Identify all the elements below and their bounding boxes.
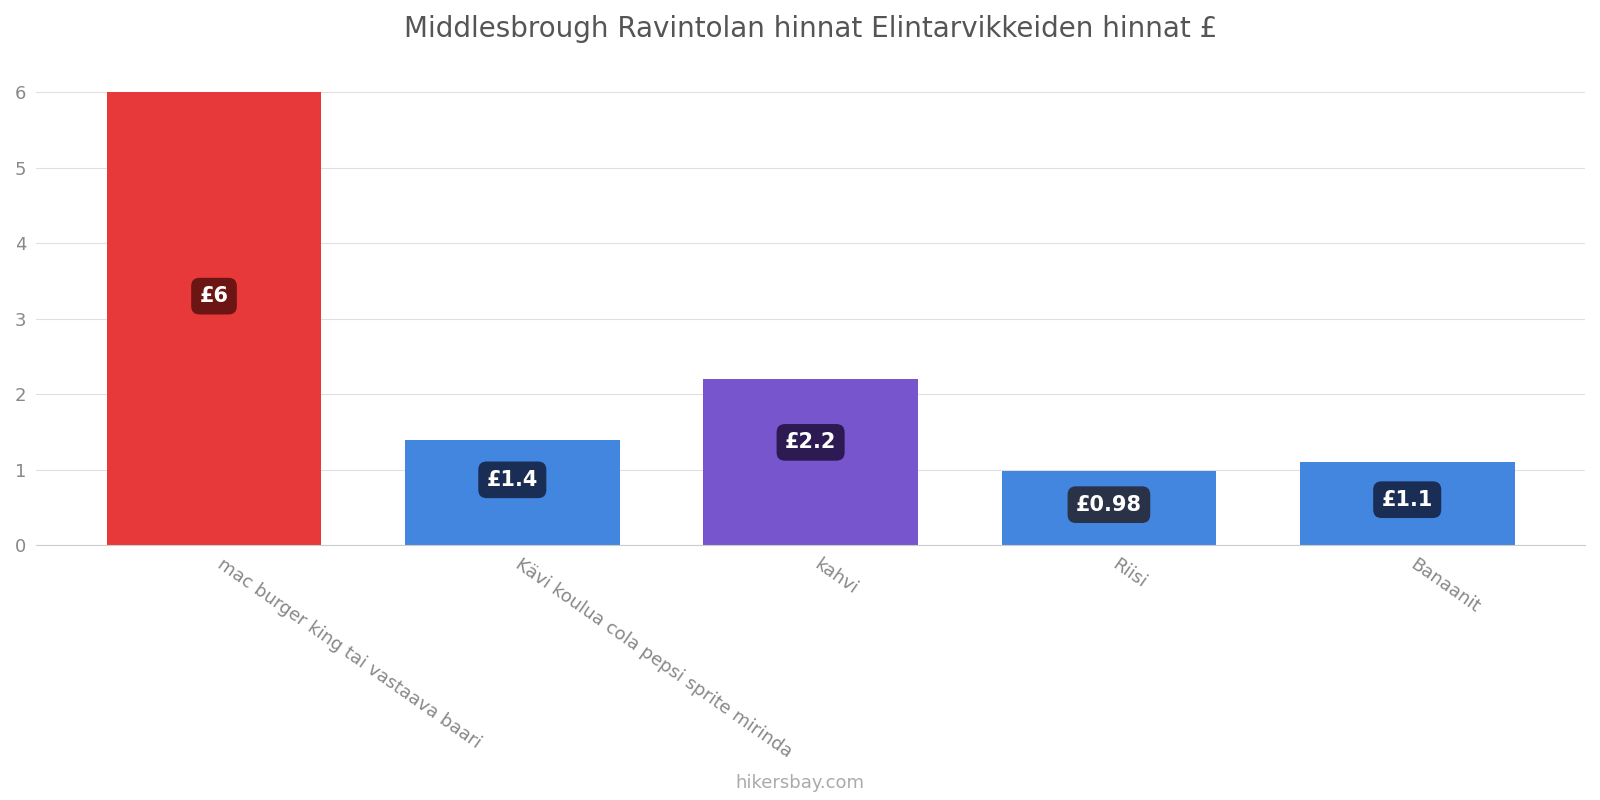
Text: £1.4: £1.4 (486, 470, 538, 490)
Bar (405, 440, 619, 546)
Bar (704, 379, 918, 546)
Text: hikersbay.com: hikersbay.com (736, 774, 864, 792)
Bar (1299, 462, 1515, 546)
Text: £2.2: £2.2 (786, 432, 837, 452)
Text: £0.98: £0.98 (1075, 494, 1142, 514)
Text: £1.1: £1.1 (1381, 490, 1434, 510)
Bar (107, 92, 322, 546)
Title: Middlesbrough Ravintolan hinnat Elintarvikkeiden hinnat £: Middlesbrough Ravintolan hinnat Elintarv… (403, 15, 1218, 43)
Text: £6: £6 (200, 286, 229, 306)
Bar (1002, 471, 1216, 546)
